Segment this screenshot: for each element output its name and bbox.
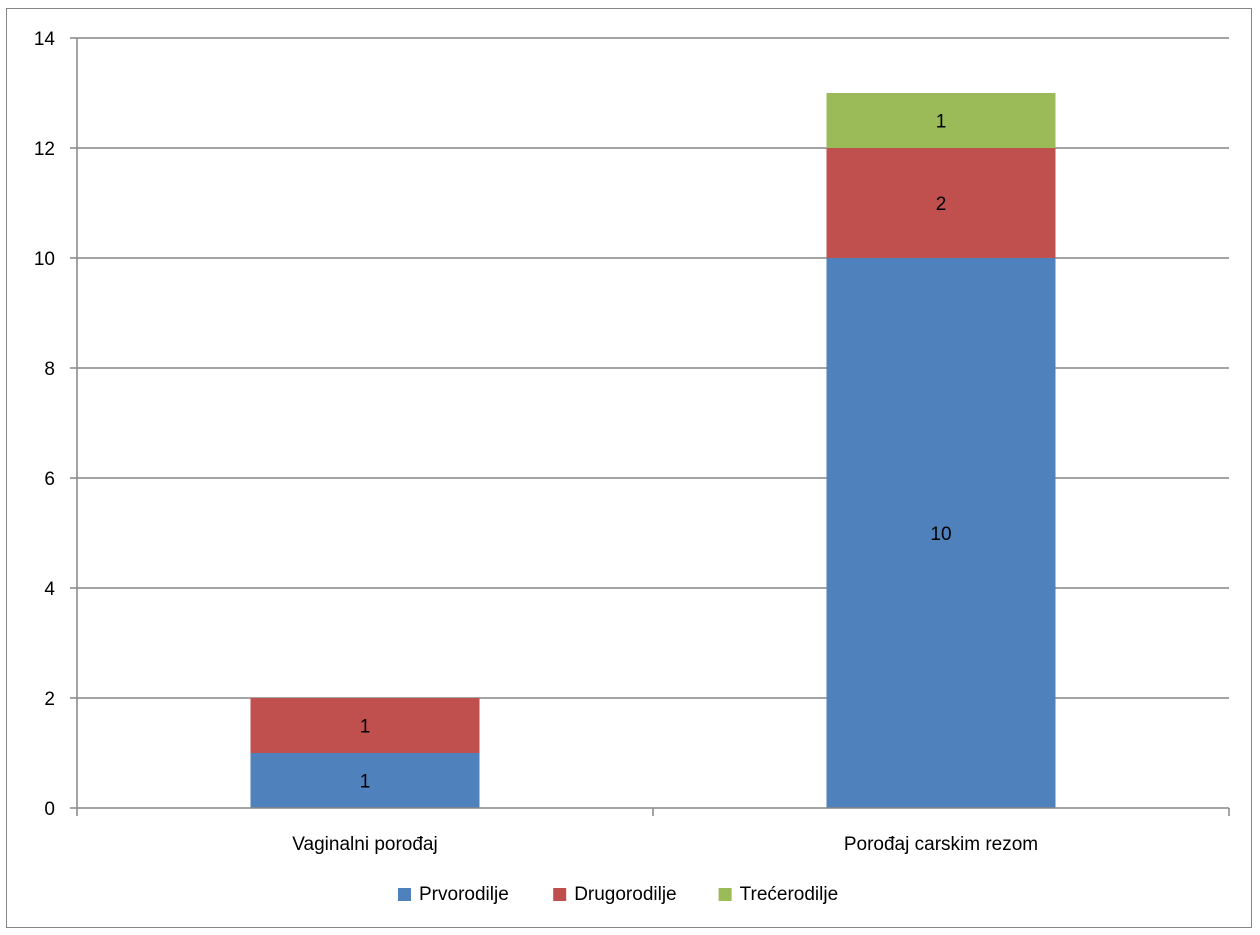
x-category-label: Vaginalni porođaj <box>292 834 437 855</box>
bar-segment <box>250 753 480 808</box>
gridlines <box>77 37 1229 699</box>
data-label: 1 <box>360 717 371 738</box>
legend-swatch <box>398 888 411 901</box>
legend-label: Drugorodilje <box>574 884 676 905</box>
y-tick-label: 4 <box>44 579 55 600</box>
bar-segment <box>826 258 1056 808</box>
bars <box>250 93 1056 808</box>
bar-segment <box>250 698 480 753</box>
legend: Prvorodilje Drugorodilje Trećerodilje <box>398 884 838 905</box>
y-tick-label: 10 <box>34 249 55 270</box>
y-tick-label: 6 <box>44 469 55 490</box>
y-tick-label: 12 <box>34 139 55 160</box>
y-tick-label: 8 <box>44 359 55 380</box>
data-label: 1 <box>936 112 947 133</box>
bar-segment <box>826 148 1056 258</box>
legend-label: Prvorodilje <box>419 884 509 905</box>
legend-label: Trećerodilje <box>740 884 839 905</box>
y-tick-label: 0 <box>44 799 55 820</box>
legend-swatch <box>718 888 732 901</box>
x-category-label: Porođaj carskim rezom <box>844 834 1038 855</box>
bar-segment <box>826 93 1056 148</box>
legend-swatch <box>553 888 567 901</box>
data-label: 10 <box>930 524 951 545</box>
y-tick-label: 2 <box>44 689 55 710</box>
y-tick-label: 14 <box>34 29 56 50</box>
data-label: 1 <box>360 772 371 793</box>
data-label: 2 <box>936 194 947 215</box>
data-labels: 1 1 10 2 1 <box>360 112 952 793</box>
